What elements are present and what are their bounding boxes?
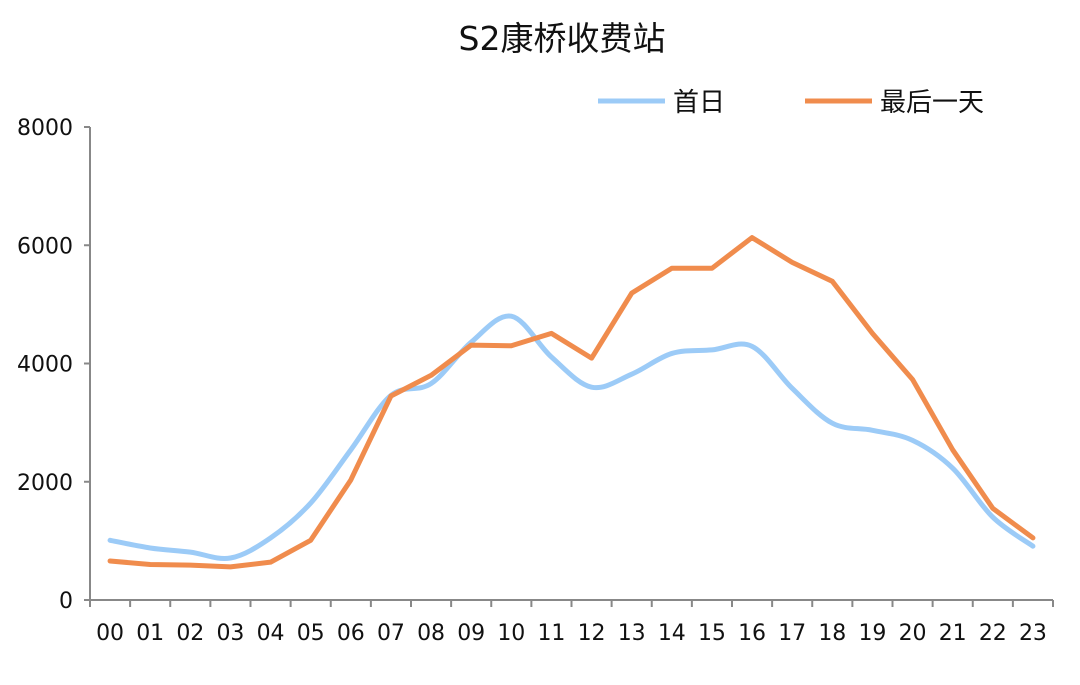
x-tick-label: 15: [698, 621, 726, 646]
y-tick-label: 8000: [17, 116, 73, 141]
x-tick-label: 10: [497, 621, 525, 646]
legend: 首日 最后一天: [598, 88, 984, 118]
x-tick-label: 13: [618, 621, 646, 646]
legend-label-1: 最后一天: [880, 88, 984, 118]
x-tick-label: 08: [417, 621, 445, 646]
x-tick-label: 06: [337, 621, 365, 646]
x-tick-label: 04: [257, 621, 285, 646]
legend-label-0: 首日: [673, 88, 725, 118]
x-tick-label: 11: [537, 621, 565, 646]
x-tick-label: 17: [778, 621, 806, 646]
x-tick-label: 12: [578, 621, 606, 646]
series-line-0: [110, 316, 1033, 559]
x-tick-label: 03: [216, 621, 244, 646]
x-tick-label: 18: [818, 621, 846, 646]
y-tick-label: 6000: [17, 234, 73, 259]
series-line-1: [110, 238, 1033, 567]
y-tick-label: 0: [59, 589, 73, 614]
x-tick-label: 14: [658, 621, 686, 646]
x-tick-label: 09: [457, 621, 485, 646]
x-tick-label: 05: [297, 621, 325, 646]
x-tick-label: 22: [979, 621, 1007, 646]
x-tick-label: 00: [96, 621, 124, 646]
y-tick-label: 2000: [17, 471, 73, 496]
x-tick-label: 23: [1019, 621, 1047, 646]
x-tick-label: 02: [176, 621, 204, 646]
x-tick-label: 20: [899, 621, 927, 646]
x-tick-label: 16: [738, 621, 766, 646]
x-tick-label: 07: [377, 621, 405, 646]
x-tick-label: 21: [939, 621, 967, 646]
chart-title: S2康桥收费站: [459, 19, 666, 58]
y-tick-label: 4000: [17, 353, 73, 378]
x-tick-label: 19: [858, 621, 886, 646]
x-tick-label: 01: [136, 621, 164, 646]
